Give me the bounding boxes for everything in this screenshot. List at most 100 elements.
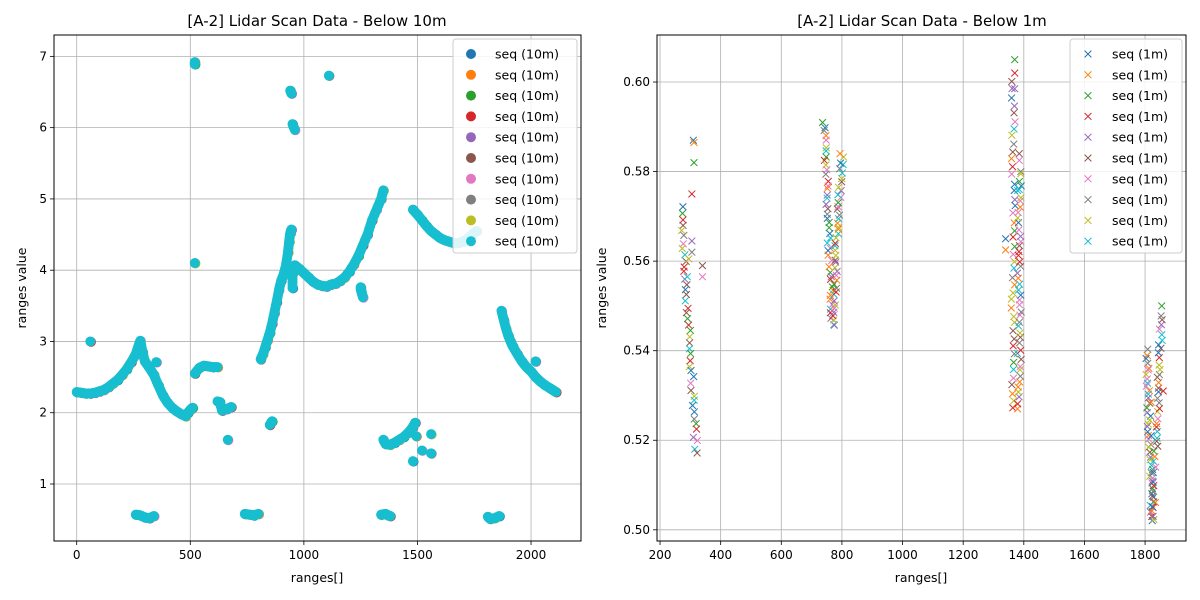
- data-point: [1144, 390, 1153, 398]
- data-point: [833, 205, 842, 213]
- legend-label: seq (10m): [495, 213, 559, 228]
- data-point: [1016, 372, 1025, 381]
- legend-marker: [1084, 91, 1092, 100]
- x-tick-label: 800: [830, 548, 853, 562]
- data-point: [286, 87, 297, 98]
- data-point: [688, 401, 697, 410]
- data-point: [530, 356, 541, 367]
- data-point: [1154, 415, 1162, 423]
- plot-frame: [656, 34, 1187, 542]
- data-point: [384, 510, 395, 521]
- legend-label: seq (10m): [495, 171, 559, 186]
- data-point: [493, 511, 504, 522]
- data-point: [824, 251, 832, 259]
- y-tick-label: 0.52: [623, 433, 650, 447]
- data-point: [1154, 348, 1163, 357]
- data-point: [189, 58, 200, 69]
- data-point: [821, 123, 829, 132]
- legend-box: [1069, 38, 1183, 254]
- legend-marker: [466, 132, 476, 143]
- data-point: [685, 345, 694, 353]
- data-point: [189, 258, 200, 269]
- data-point: [1010, 186, 1019, 195]
- y-tick-label: 7: [39, 49, 47, 63]
- x-tick-label: 1000: [289, 548, 320, 562]
- data-point: [1010, 55, 1019, 64]
- data-point: [823, 239, 832, 247]
- legend-marker: [466, 215, 476, 226]
- legend-label: seq (1m): [1112, 88, 1168, 103]
- data-point: [1017, 193, 1025, 202]
- data-point: [837, 186, 845, 195]
- data-point: [1155, 404, 1164, 413]
- data-point: [1009, 358, 1018, 367]
- data-point: [1015, 258, 1024, 266]
- legend: seq (1m) seq (1m) seq (1m) seq (1m) seq (1m)…: [1069, 38, 1183, 254]
- data-point: [683, 273, 692, 281]
- data-point: [1007, 304, 1016, 312]
- x-axis-label: ranges[]: [895, 570, 948, 585]
- legend-label: seq (10m): [495, 67, 559, 82]
- x-tick-label: 600: [770, 548, 793, 562]
- data-point: [1154, 384, 1163, 392]
- x-axis-label: ranges[]: [291, 570, 344, 585]
- data-point: [323, 70, 334, 81]
- data-point: [1015, 185, 1024, 194]
- x-tick-label: 1500: [402, 548, 433, 562]
- data-point: [823, 194, 831, 202]
- data-point: [822, 144, 831, 152]
- x-tick-label: 0: [73, 548, 81, 562]
- data-point: [151, 357, 162, 368]
- data-point: [1016, 365, 1024, 374]
- data-point: [377, 187, 388, 198]
- y-tick-label: 0.54: [623, 344, 650, 358]
- legend-marker: [466, 153, 476, 163]
- data-point: [1015, 156, 1024, 165]
- data-point: [698, 273, 707, 281]
- chart-title: [A-2] Lidar Scan Data - Below 10m: [187, 12, 446, 30]
- legend-label: seq (1m): [1112, 130, 1168, 145]
- data-point: [1142, 354, 1150, 363]
- data-point: [831, 301, 840, 309]
- data-point: [1009, 342, 1017, 350]
- data-point: [1008, 131, 1016, 139]
- data-point: [1015, 318, 1024, 326]
- data-point: [690, 408, 699, 416]
- data-point: [820, 126, 828, 135]
- data-point: [820, 156, 829, 165]
- legend-marker: [1084, 216, 1092, 225]
- data-point: [1017, 167, 1025, 176]
- legend-label: seq (1m): [1112, 151, 1168, 166]
- data-point: [686, 349, 695, 358]
- legend-label: seq (10m): [495, 234, 559, 249]
- data-point: [1007, 295, 1016, 303]
- data-point: [1015, 247, 1023, 256]
- data-point: [1014, 286, 1023, 294]
- data-point: [689, 136, 698, 144]
- data-point: [1016, 203, 1025, 211]
- data-point: [680, 231, 688, 240]
- data-point: [693, 436, 702, 445]
- legend-marker: [1084, 50, 1092, 58]
- data-point: [1157, 312, 1165, 320]
- data-point: [407, 456, 418, 467]
- data-point: [686, 379, 695, 387]
- data-point: [1010, 69, 1019, 77]
- data-point: [838, 169, 847, 177]
- data-point: [1010, 242, 1019, 251]
- legend-marker: [1084, 175, 1092, 183]
- legend-label: seq (1m): [1112, 109, 1168, 124]
- data-point: [836, 159, 845, 167]
- data-point: [1015, 177, 1024, 186]
- data-point: [1014, 208, 1022, 217]
- data-point: [833, 267, 841, 276]
- data-point: [823, 166, 831, 174]
- data-point: [1015, 241, 1024, 250]
- data-point: [679, 240, 688, 248]
- data-point: [1014, 383, 1022, 391]
- data-point: [1010, 350, 1019, 358]
- data-point: [1011, 117, 1019, 126]
- axis-ticks: 200 400 600 800 1000 1200 1400 1600 1800 0.50 0.52…: [623, 75, 1160, 562]
- data-point: [681, 297, 689, 305]
- data-point: [833, 219, 842, 227]
